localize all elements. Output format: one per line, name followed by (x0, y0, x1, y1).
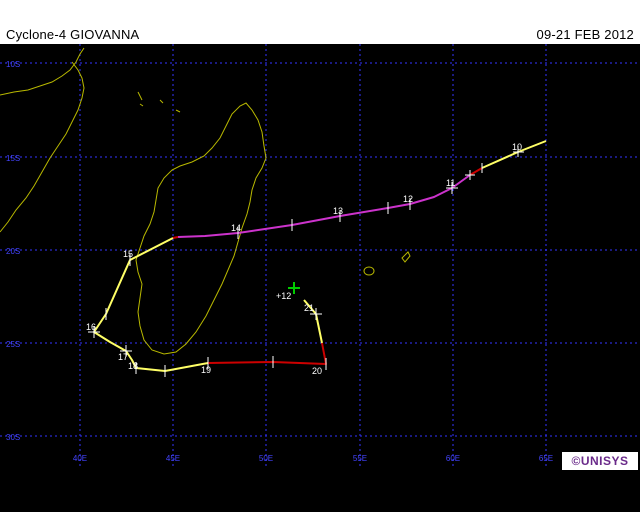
day-label-10: 10 (512, 142, 522, 152)
track-magenta (177, 174, 471, 238)
madagascar-coastline (135, 102, 267, 355)
lat-label-20s: 20S (6, 247, 20, 256)
lon-label-40e: 40E (73, 454, 87, 463)
unisys-logo-text: ©UNISYS (571, 454, 629, 468)
lat-label-25s: 25S (6, 340, 20, 349)
lat-label-10s: 10S (6, 60, 20, 69)
day-label-18: 18 (128, 361, 138, 371)
day-label-19: 19 (201, 365, 211, 375)
day-label-12: 12 (403, 194, 413, 204)
africa-coastline (0, 47, 85, 233)
day-label-16: 16 (86, 322, 96, 332)
track-yellow-loop (93, 237, 209, 372)
track-ticks (88, 146, 524, 377)
lon-label-50e: 50E (259, 454, 273, 463)
coastlines (0, 47, 411, 355)
lon-label-45e: 45E (166, 454, 180, 463)
track-red-final (207, 342, 327, 365)
reunion-island (363, 266, 375, 276)
day-label-15: 15 (123, 249, 133, 259)
day-label-21: 21 (304, 303, 314, 313)
lon-label-65e: 65E (539, 454, 553, 463)
grid-lines (0, 44, 640, 468)
current-position-marker (288, 282, 300, 294)
day-label-11: 11 (446, 178, 455, 188)
day-label-13: 13 (333, 206, 343, 216)
unisys-logo: ©UNISYS (562, 452, 638, 470)
date-range: 09-21 FEB 2012 (536, 27, 634, 42)
lat-label-15s: 15S (6, 154, 20, 163)
position-label-12: +12 (276, 291, 291, 301)
storm-title: Cyclone-4 GIOVANNA (6, 27, 140, 42)
day-label-14: 14 (231, 223, 241, 233)
lon-label-55e: 55E (353, 454, 367, 463)
lat-label-30s: 30S (6, 433, 20, 442)
lon-label-60e: 60E (446, 454, 460, 463)
track-red-mid (172, 236, 179, 239)
track-red-start (469, 167, 483, 176)
comoros-islands (137, 91, 181, 113)
day-label-20: 20 (312, 366, 322, 376)
day-label-17: 17 (118, 352, 128, 362)
storm-track (93, 140, 547, 372)
mauritius-island (401, 251, 411, 263)
header-bar: Cyclone-4 GIOVANNA 09-21 FEB 2012 (0, 0, 640, 44)
track-map: 10S 15S 20S 25S 30S 40E 45E 50E 55E 60E … (0, 44, 640, 468)
